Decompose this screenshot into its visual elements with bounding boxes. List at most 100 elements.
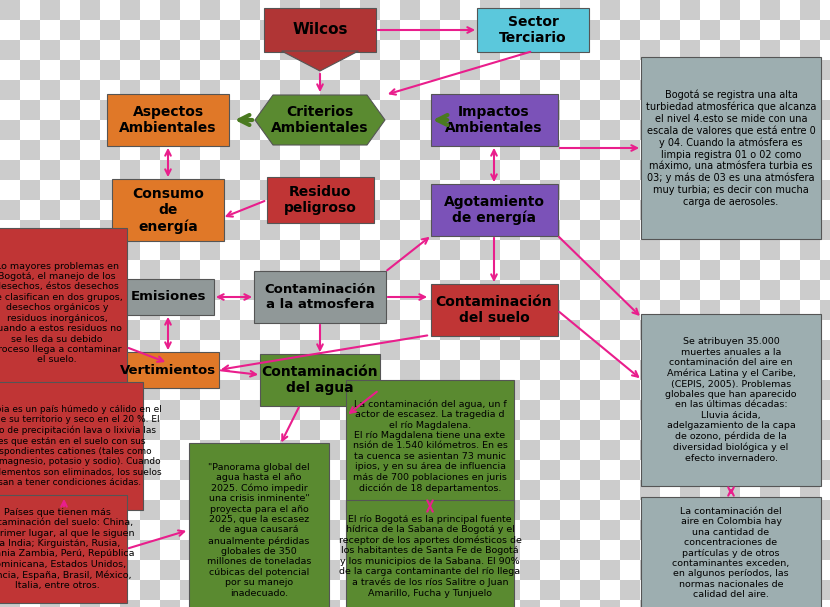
Bar <box>340 340 360 360</box>
Bar <box>600 480 620 500</box>
Bar <box>80 100 100 120</box>
Bar <box>20 40 40 60</box>
Bar <box>200 580 220 600</box>
Bar <box>580 320 600 340</box>
Bar <box>260 80 280 100</box>
Bar <box>620 300 640 320</box>
Bar <box>600 140 620 160</box>
Bar <box>200 260 220 280</box>
Bar <box>320 160 340 180</box>
Bar <box>0 180 20 200</box>
Bar <box>420 540 440 560</box>
Bar <box>200 540 220 560</box>
Bar <box>760 120 780 140</box>
Bar <box>300 460 320 480</box>
Bar <box>160 420 180 440</box>
Bar <box>260 240 280 260</box>
Bar <box>760 560 780 580</box>
Bar <box>160 200 180 220</box>
Bar <box>180 40 200 60</box>
FancyBboxPatch shape <box>254 271 386 323</box>
Bar <box>520 140 540 160</box>
Bar <box>160 560 180 580</box>
Bar <box>220 320 240 340</box>
Bar <box>0 20 20 40</box>
Bar <box>700 400 720 420</box>
Bar <box>680 260 700 280</box>
Bar <box>520 380 540 400</box>
Bar <box>640 420 660 440</box>
Bar <box>540 540 560 560</box>
Bar <box>320 580 340 600</box>
Polygon shape <box>281 51 359 71</box>
Bar <box>200 60 220 80</box>
Bar <box>640 80 660 100</box>
Bar <box>200 500 220 520</box>
Bar <box>340 0 360 20</box>
Bar <box>60 380 80 400</box>
Bar <box>340 600 360 607</box>
Bar <box>700 440 720 460</box>
Bar <box>640 340 660 360</box>
Bar <box>280 220 300 240</box>
Bar <box>380 160 400 180</box>
Bar <box>460 220 480 240</box>
Bar <box>120 40 140 60</box>
Bar <box>360 220 380 240</box>
Bar <box>660 520 680 540</box>
Bar <box>440 580 460 600</box>
Bar <box>700 460 720 480</box>
Bar <box>440 120 460 140</box>
Bar <box>640 120 660 140</box>
Bar <box>720 320 740 340</box>
Bar <box>340 80 360 100</box>
Bar <box>180 120 200 140</box>
Bar <box>200 280 220 300</box>
Bar <box>640 240 660 260</box>
Bar <box>600 0 620 20</box>
Bar <box>780 580 800 600</box>
Bar <box>560 420 580 440</box>
FancyBboxPatch shape <box>189 443 329 607</box>
Bar <box>540 240 560 260</box>
Bar <box>540 600 560 607</box>
Bar <box>800 20 820 40</box>
Bar <box>540 300 560 320</box>
Bar <box>680 40 700 60</box>
Bar <box>660 400 680 420</box>
Bar <box>740 320 760 340</box>
Bar <box>560 480 580 500</box>
Bar <box>220 260 240 280</box>
Bar <box>600 560 620 580</box>
Bar <box>240 220 260 240</box>
Bar <box>200 80 220 100</box>
Bar <box>820 460 830 480</box>
Bar <box>760 200 780 220</box>
Bar <box>60 120 80 140</box>
Bar <box>440 160 460 180</box>
Bar <box>220 180 240 200</box>
Bar <box>540 120 560 140</box>
Bar <box>40 580 60 600</box>
Bar <box>800 260 820 280</box>
Bar <box>220 440 240 460</box>
Bar <box>80 420 100 440</box>
Bar <box>240 60 260 80</box>
Bar <box>380 460 400 480</box>
Bar <box>240 560 260 580</box>
Bar <box>760 520 780 540</box>
Bar <box>800 420 820 440</box>
Bar <box>820 360 830 380</box>
Bar <box>360 500 380 520</box>
Bar <box>240 380 260 400</box>
Bar <box>560 40 580 60</box>
Bar <box>0 580 20 600</box>
Bar <box>420 60 440 80</box>
Bar <box>720 420 740 440</box>
Bar <box>620 420 640 440</box>
Bar <box>340 360 360 380</box>
Bar <box>80 540 100 560</box>
Bar <box>820 200 830 220</box>
Bar <box>580 340 600 360</box>
Bar <box>700 260 720 280</box>
